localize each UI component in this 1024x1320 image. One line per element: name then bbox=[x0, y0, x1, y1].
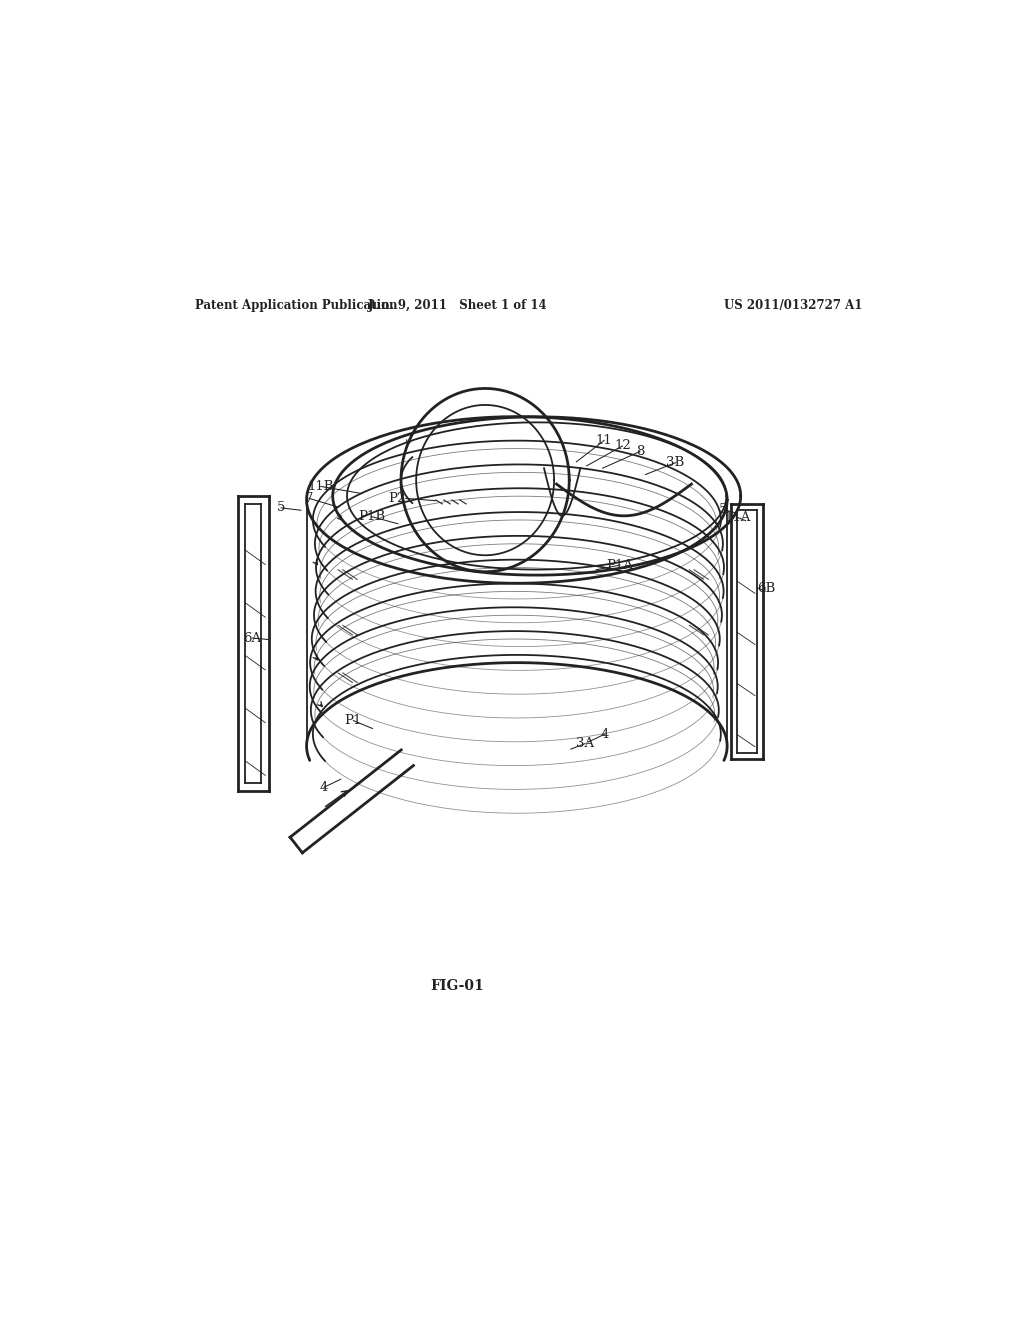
Text: 4: 4 bbox=[319, 780, 329, 793]
Text: 11A: 11A bbox=[724, 511, 751, 524]
Text: 11: 11 bbox=[596, 434, 612, 447]
Text: P2: P2 bbox=[388, 492, 406, 504]
Text: P1: P1 bbox=[345, 714, 362, 727]
Text: 12: 12 bbox=[614, 440, 631, 453]
Text: Patent Application Publication: Patent Application Publication bbox=[196, 300, 398, 312]
Text: P1A: P1A bbox=[606, 558, 634, 572]
Text: 3A: 3A bbox=[577, 737, 594, 750]
Text: 5: 5 bbox=[276, 502, 286, 515]
Text: 6B: 6B bbox=[758, 582, 775, 594]
Text: 3B: 3B bbox=[667, 457, 685, 469]
Text: 11B: 11B bbox=[307, 480, 334, 492]
Text: Jun. 9, 2011   Sheet 1 of 14: Jun. 9, 2011 Sheet 1 of 14 bbox=[368, 300, 547, 312]
Text: 4: 4 bbox=[601, 727, 609, 741]
Text: US 2011/0132727 A1: US 2011/0132727 A1 bbox=[724, 300, 862, 312]
Text: 6A: 6A bbox=[244, 631, 262, 644]
Text: FIG-01: FIG-01 bbox=[430, 978, 484, 993]
Text: P1B: P1B bbox=[358, 510, 385, 523]
Text: 7: 7 bbox=[305, 492, 313, 504]
Text: 8: 8 bbox=[636, 445, 644, 458]
Text: 5: 5 bbox=[719, 503, 727, 516]
